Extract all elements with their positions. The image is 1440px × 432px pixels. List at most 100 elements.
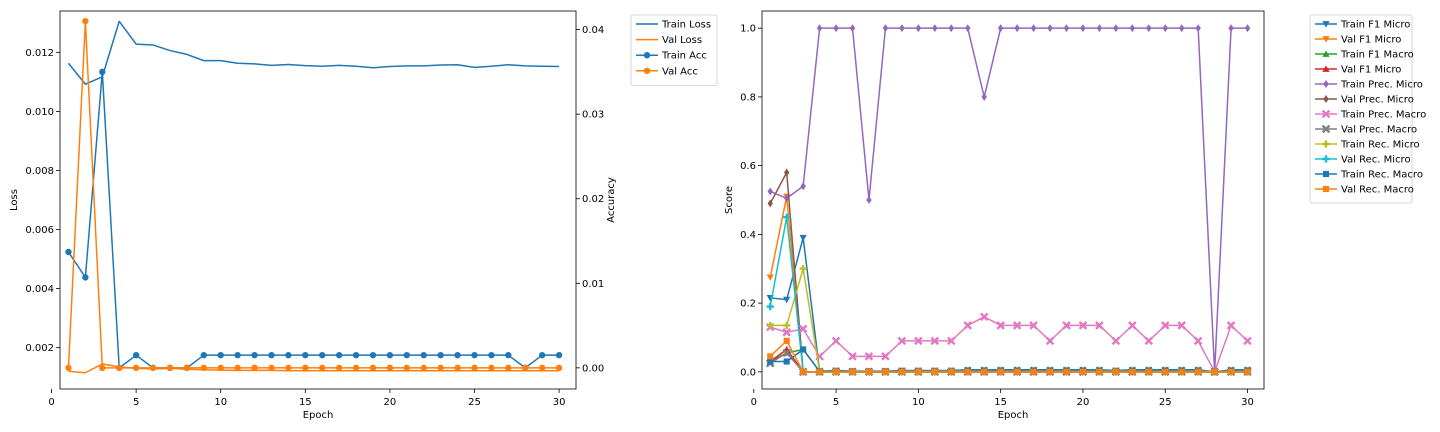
data-point [1177, 321, 1186, 330]
data-point [1195, 24, 1201, 33]
data-point [538, 364, 546, 372]
legend-item: Val Rec. Macro [1315, 185, 1414, 196]
data-point [488, 351, 495, 359]
legend-item: Train Rec. Micro [1315, 140, 1420, 151]
data-point [849, 368, 856, 375]
legend-item: Train Loss [636, 20, 711, 31]
data-point [899, 24, 905, 33]
x-tick-label: 20 [1077, 397, 1090, 408]
y-tick-label: 0.002 [25, 343, 54, 354]
data-point [897, 336, 907, 346]
data-point [302, 351, 309, 359]
x-tick-label: 0 [751, 397, 757, 408]
legend-marker [1322, 50, 1330, 57]
data-point [454, 351, 461, 359]
data-point [816, 368, 823, 375]
legend: Train Loss Val Loss Train Acc Val Acc [630, 14, 718, 86]
data-point [1129, 24, 1136, 33]
legend-marker [1321, 124, 1331, 134]
legend-item: Train Rec. Macro [1315, 170, 1423, 181]
legend: Train F1 Micro Val F1 Micro Train F1 Macro… [1309, 14, 1426, 204]
x-tick-label: 10 [912, 397, 925, 408]
series-val-rec-macro [767, 337, 1251, 375]
data-point [981, 92, 987, 101]
x-tick-label: 0 [48, 397, 54, 408]
y-tick-label: 0.004 [25, 284, 54, 295]
data-point [981, 368, 988, 375]
legend-label: Val F1 Micro [1341, 35, 1401, 46]
legend-item: Val Prec. Macro [1315, 125, 1417, 136]
axes-frame [761, 10, 1265, 390]
data-point [1195, 368, 1202, 375]
y-axis-label: Loss [9, 189, 20, 211]
series-line [769, 27, 1248, 373]
axes-frame [59, 10, 577, 390]
data-point [217, 351, 224, 359]
data-point [767, 353, 774, 360]
series-train-prec-micro [767, 24, 1251, 376]
legend-label: Train F1 Macro [1340, 50, 1414, 61]
data-point [833, 24, 839, 33]
legend-marker [1322, 65, 1330, 72]
legend-label: Val F1 Micro [1341, 65, 1401, 76]
series-line [770, 348, 1248, 373]
series-line [769, 348, 1248, 373]
data-point [766, 321, 774, 330]
y-tick-label: 0.012 [25, 48, 54, 59]
x-tick-label: 10 [214, 397, 227, 408]
data-point [783, 194, 790, 203]
data-point [1193, 336, 1203, 346]
chart-2: 0 5 10 15 20 25 30 0.0 0.2 0.4 0.6 0.8 1.0 Epoch Score… [724, 10, 1426, 421]
data-point [335, 351, 343, 359]
data-point [1096, 24, 1103, 33]
data-point [864, 352, 874, 361]
plot-area [65, 17, 563, 374]
data-point [979, 312, 989, 322]
legend-box [630, 14, 718, 86]
data-point [99, 68, 106, 76]
data-point [1063, 24, 1070, 33]
data-point [471, 351, 478, 359]
legend-marker [1323, 95, 1329, 103]
y-tick-label: 0.4 [740, 230, 756, 241]
legend-label: Val Rec. Macro [1341, 185, 1414, 196]
data-point [914, 336, 923, 346]
data-point [1178, 368, 1185, 375]
series-line [67, 71, 560, 369]
data-point [352, 351, 360, 359]
data-point [234, 351, 241, 359]
legend-label: Val Acc [662, 66, 698, 77]
data-point [1146, 24, 1152, 33]
legend-marker [1322, 21, 1330, 28]
data-point [783, 321, 791, 330]
data-point [505, 351, 512, 359]
legend-label: Val Prec. Macro [1341, 125, 1417, 136]
data-point [930, 336, 940, 346]
data-point [420, 364, 427, 372]
y-tick-label: 0.008 [25, 166, 54, 177]
plot-area [765, 24, 1252, 377]
data-point [1095, 321, 1104, 330]
legend-item: Train Prec. Micro [1315, 80, 1423, 91]
series-line [769, 348, 1248, 373]
series-train-loss [67, 20, 560, 85]
series-line [769, 171, 1248, 373]
legend-item: Train F1 Macro [1315, 50, 1414, 61]
data-point [915, 368, 922, 375]
data-point [849, 24, 856, 33]
data-point [437, 364, 444, 372]
data-point [963, 321, 973, 330]
data-point [997, 368, 1004, 375]
data-point [964, 368, 971, 375]
data-point [1244, 368, 1251, 375]
legend-marker [1322, 185, 1330, 193]
data-point [1128, 321, 1137, 330]
data-point [65, 364, 72, 372]
data-point [268, 364, 275, 372]
data-point [1160, 321, 1170, 330]
data-point [1030, 368, 1037, 375]
data-point [471, 364, 478, 372]
data-point [1211, 368, 1218, 375]
data-point [783, 296, 791, 304]
